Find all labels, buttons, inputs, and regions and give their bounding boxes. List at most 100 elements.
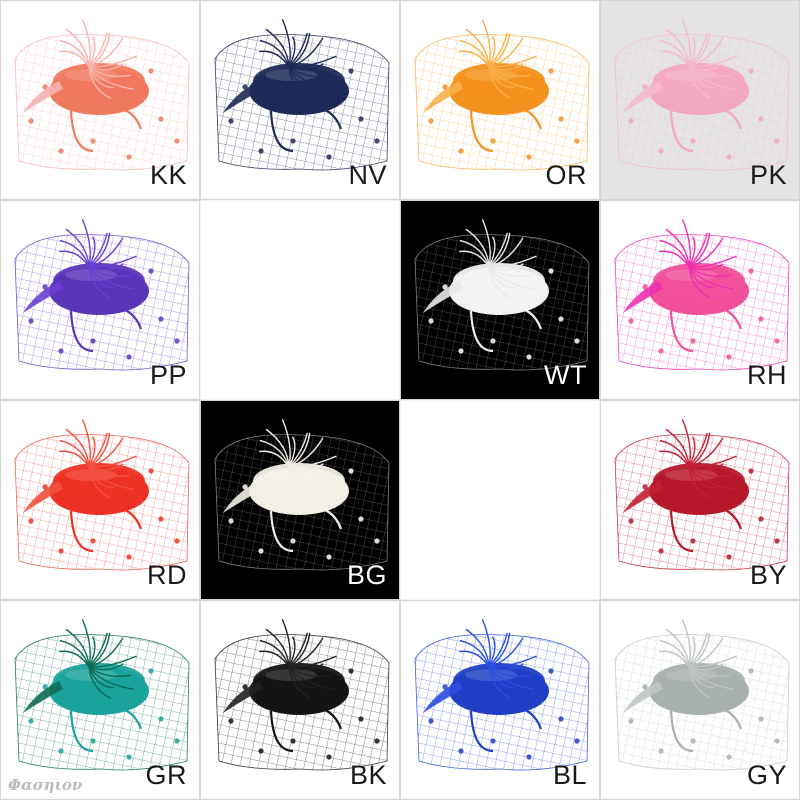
- fascinator-hat-image: [14, 219, 190, 371]
- veil-dot: [174, 538, 180, 544]
- veil-dot: [374, 538, 380, 544]
- color-code-label: KK: [149, 160, 187, 190]
- veil-dot: [428, 118, 434, 124]
- feathers: [59, 419, 137, 499]
- veil-dot: [158, 316, 164, 322]
- color-code-label: OR: [545, 160, 587, 190]
- veil-dot: [690, 538, 696, 544]
- veil-dot: [690, 338, 696, 344]
- feathers: [459, 19, 537, 99]
- fascinator-hat-image: [614, 219, 790, 371]
- veil-dot: [374, 138, 380, 144]
- veil-dot: [658, 348, 664, 354]
- veil-dot: [628, 718, 634, 724]
- veil-dot: [348, 668, 354, 674]
- veil-dot: [28, 318, 34, 324]
- fascinator-hat-image: [614, 619, 790, 771]
- veil-dot: [258, 748, 264, 754]
- veil-dot: [258, 548, 264, 554]
- feathers: [459, 219, 537, 299]
- side-feather: [623, 681, 663, 713]
- veil-dot: [574, 738, 580, 744]
- veil-dot: [158, 716, 164, 722]
- fascinator-hat-image: [214, 19, 390, 171]
- veil-dot: [42, 484, 48, 490]
- watermark: Φασηιον: [8, 776, 83, 794]
- side-feather: [23, 681, 63, 713]
- feathers: [59, 19, 137, 99]
- veil-dot: [526, 154, 532, 160]
- veil-dot: [726, 554, 732, 560]
- veil-dot: [326, 154, 332, 160]
- veil-dot: [326, 554, 332, 560]
- veil-dot: [326, 754, 332, 760]
- hat-top: [253, 663, 345, 699]
- veil-dot: [228, 718, 234, 724]
- veil-dot: [148, 68, 154, 74]
- veil-dot: [574, 138, 580, 144]
- product-tile-wt: WT: [400, 200, 600, 400]
- side-feather: [23, 281, 63, 313]
- hat-top: [653, 463, 745, 499]
- veil-dot: [758, 716, 764, 722]
- veil-dot: [290, 738, 296, 744]
- feathers: [659, 419, 737, 499]
- veil-dot: [374, 738, 380, 744]
- fascinator-hat-image: [14, 19, 190, 171]
- veil-dot: [58, 148, 64, 154]
- veil-dot: [642, 484, 648, 490]
- veil-dot: [126, 154, 132, 160]
- side-feather: [623, 81, 663, 113]
- product-tile-rd: RD: [0, 400, 200, 600]
- veil-dot: [442, 684, 448, 690]
- side-feather: [623, 281, 663, 313]
- veil-dot: [242, 84, 248, 90]
- veil-dot: [158, 516, 164, 522]
- feathers: [59, 219, 137, 299]
- veil-dot: [258, 148, 264, 154]
- veil-dot: [348, 68, 354, 74]
- color-code-label: BY: [749, 560, 787, 590]
- product-tile-or: OR: [400, 0, 600, 200]
- veil-dot: [358, 116, 364, 122]
- color-code-label: GR: [145, 760, 187, 790]
- veil-dot: [628, 318, 634, 324]
- side-feather: [23, 481, 63, 513]
- hat-top: [53, 63, 145, 99]
- fascinator-hat-image: [414, 619, 590, 771]
- product-tile-kk: KK: [0, 0, 200, 200]
- color-code-label: BK: [349, 760, 387, 790]
- product-tile-gy: GY: [600, 600, 800, 800]
- side-feather: [223, 81, 263, 113]
- veil-dot: [490, 138, 496, 144]
- veil-dot: [574, 338, 580, 344]
- product-tile-gr: GR: [0, 600, 200, 800]
- veil-dot: [490, 738, 496, 744]
- veil-dot: [90, 338, 96, 344]
- veil-dot: [748, 468, 754, 474]
- veil-dot: [548, 668, 554, 674]
- product-tile-pp: PP: [0, 200, 200, 400]
- hat-top: [253, 63, 345, 99]
- veil-dot: [758, 116, 764, 122]
- veil-dot: [148, 668, 154, 674]
- veil-dot: [658, 148, 664, 154]
- veil-dot: [442, 284, 448, 290]
- veil-dot: [748, 668, 754, 674]
- veil-dot: [242, 484, 248, 490]
- side-feather: [423, 281, 463, 313]
- hat-top: [453, 263, 545, 299]
- color-code-label: BL: [552, 760, 587, 790]
- veil-dot: [242, 684, 248, 690]
- veil-dot: [442, 84, 448, 90]
- veil-dot: [148, 468, 154, 474]
- fascinator-hat-image: [414, 19, 590, 171]
- veil-dot: [558, 716, 564, 722]
- veil-dot: [758, 316, 764, 322]
- hat-top: [653, 263, 745, 299]
- veil-dot: [58, 348, 64, 354]
- veil-dot: [526, 354, 532, 360]
- veil-dot: [42, 284, 48, 290]
- veil-dot: [690, 138, 696, 144]
- side-feather: [423, 81, 463, 113]
